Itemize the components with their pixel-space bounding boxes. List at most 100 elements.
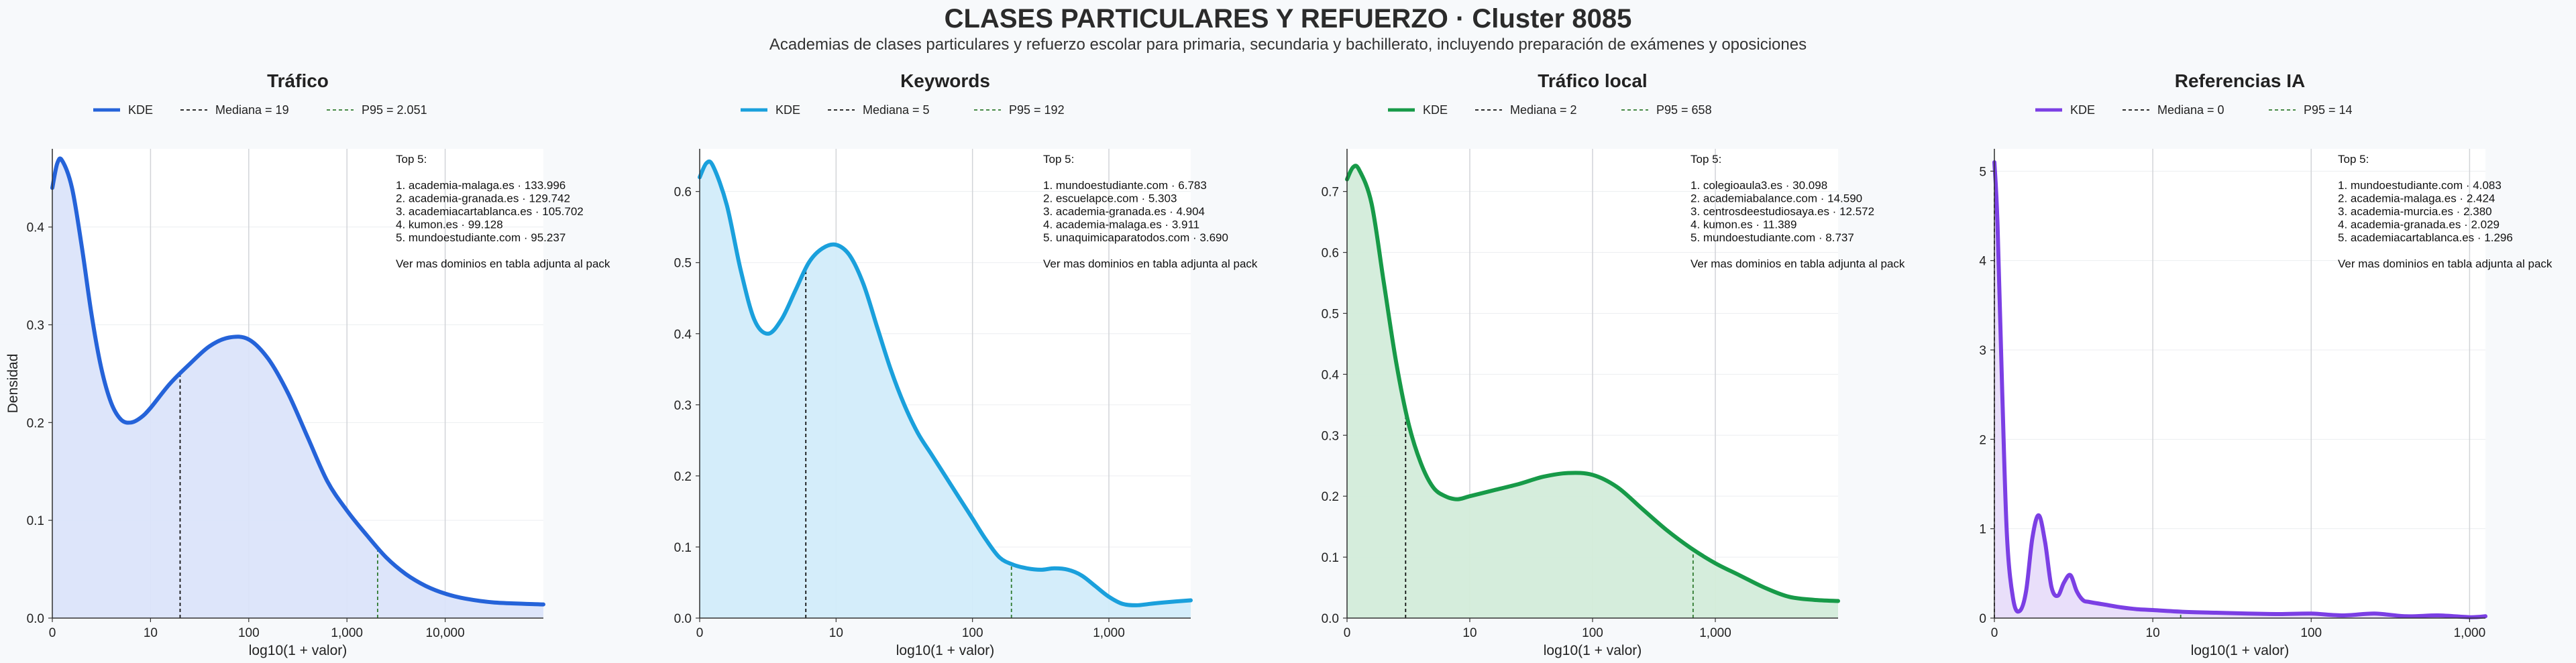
y-tick-label: 0.6 (1322, 247, 1339, 261)
kde-area (1347, 166, 1838, 618)
x-tick-label: 100 (1582, 626, 1603, 640)
chart-title: Referencias IA (2175, 70, 2306, 91)
x-tick-label: 1,000 (2454, 626, 2486, 640)
legend-kde-label: KDE (1423, 103, 1448, 117)
kde-area (700, 161, 1191, 619)
annotation-line: 2. academiabalance.com · 14.590 (1690, 192, 1862, 205)
kde-line (50, 156, 545, 607)
kde-line (1992, 160, 2487, 619)
annotation-line: Ver mas dominios en tabla adjunta al pac… (2338, 257, 2553, 270)
annotation-line: 4. kumon.es · 99.128 (396, 219, 503, 231)
annotation-line: 2. escuelapce.com · 5.303 (1043, 192, 1177, 205)
annotation-line: 3. academia-granada.es · 4.904 (1043, 205, 1205, 218)
y-tick-label: 0.7 (1322, 186, 1339, 200)
annotation-line: 5. mundoestudiante.com · 95.237 (396, 231, 566, 244)
legend-median-label: Mediana = 0 (2157, 103, 2224, 117)
y-tick-label: 0.4 (27, 221, 45, 235)
y-tick-label: 5 (1979, 165, 1986, 179)
y-tick-label: 0.1 (27, 514, 44, 528)
y-axis-label: Densidad (5, 354, 21, 414)
y-tick-label: 0.0 (27, 612, 44, 626)
y-tick-label: 0.1 (674, 541, 692, 555)
y-tick-label: 0.3 (27, 319, 44, 333)
y-tick-label: 0.4 (1322, 368, 1340, 382)
chart-svg: Tráfico local KDE Mediana = 2 P95 = 658 0.0 0… (1322, 70, 1905, 658)
annotation-line: 1. academia-malaga.es · 133.996 (396, 179, 566, 192)
annotation-line: Ver mas dominios en tabla adjunta al pac… (1690, 257, 1905, 270)
y-tick-label: 4 (1979, 255, 1986, 269)
legend-kde-label: KDE (775, 103, 800, 117)
x-axis-label: log10(1 + valor) (1544, 643, 1642, 658)
y-tick-label: 0.2 (674, 470, 692, 484)
y-tick-label: 0.0 (1322, 612, 1339, 626)
chart-panel-referencias-ia: Referencias IA KDE Mediana = 0 P95 = 14 0 1 2 3… (1942, 67, 2552, 658)
chart-panel-keywords: Keywords KDE Mediana = 5 P95 = 192 0.0 0.1 0.2… (647, 67, 1258, 658)
y-tick-label: 0.6 (674, 186, 692, 200)
y-tick-label: 0 (1979, 612, 1986, 626)
annotation-line: 5. unaquimicaparatodos.com · 3.690 (1043, 231, 1228, 244)
annotation-line: 4. academia-granada.es · 2.029 (2338, 219, 2500, 231)
annotation-line: Ver mas dominios en tabla adjunta al pac… (396, 257, 610, 270)
x-tick-label: 0 (49, 626, 56, 640)
top5-annotation: Top 5: 1. academia-malaga.es · 133.9962. … (396, 153, 610, 270)
chart-panel-trafico-local: Tráfico local KDE Mediana = 2 P95 = 658 0.0 0… (1295, 67, 1905, 658)
annotation-line: 3. centrosdeestudiosaya.es · 12.572 (1690, 205, 1874, 218)
legend-kde-label: KDE (2070, 103, 2095, 117)
x-axis-label: log10(1 + valor) (2191, 643, 2290, 658)
legend-median-label: Mediana = 5 (863, 103, 930, 117)
x-tick-label: 1,000 (1699, 626, 1731, 640)
chart-svg: Referencias IA KDE Mediana = 0 P95 = 14 0 1 2 3… (1979, 70, 2552, 658)
x-tick-label: 100 (2300, 626, 2322, 640)
y-tick-label: 1 (1979, 523, 1986, 537)
x-tick-label: 100 (962, 626, 983, 640)
y-tick-label: 2 (1979, 433, 1986, 447)
y-tick-label: 0.1 (1322, 551, 1339, 565)
page-subtitle: Academias de clases particulares y refue… (769, 36, 1807, 54)
y-tick-label: 0.3 (1322, 429, 1339, 443)
kde-line (698, 159, 1193, 607)
legend-median-label: Mediana = 19 (215, 103, 289, 117)
annotation-line: 1. mundoestudiante.com · 4.083 (2338, 179, 2502, 192)
chart-svg: Tráfico KDE Mediana = 19 P95 = 2.051 0.0 0.1 0… (5, 70, 610, 658)
legend-median-label: Mediana = 2 (1510, 103, 1577, 117)
annotation-line: 5. mundoestudiante.com · 8.737 (1690, 231, 1854, 244)
y-tick-label: 0.0 (674, 612, 692, 626)
x-tick-label: 10 (2146, 626, 2160, 640)
annotation-heading: Top 5: (2338, 153, 2369, 166)
chart-svg: Keywords KDE Mediana = 5 P95 = 192 0.0 0.1 0.2… (674, 70, 1258, 658)
annotation-line: 1. mundoestudiante.com · 6.783 (1043, 179, 1207, 192)
x-tick-label: 0 (696, 626, 704, 640)
legend-p95-label: P95 = 14 (2304, 103, 2353, 117)
kde-line (1345, 164, 1840, 603)
annotation-heading: Top 5: (1690, 153, 1721, 166)
plot-background (1994, 149, 2485, 618)
y-tick-label: 0.4 (674, 328, 692, 342)
page-title: CLASES PARTICULARES Y REFUERZO · Cluster… (944, 4, 1632, 34)
x-tick-label: 0 (1991, 626, 1998, 640)
chart-title: Keywords (900, 70, 990, 91)
x-tick-label: 10 (1462, 626, 1477, 640)
annotation-line: 2. academia-malaga.es · 2.424 (2338, 192, 2495, 205)
y-tick-label: 3 (1979, 344, 1986, 358)
annotation-line: 1. colegioaula3.es · 30.098 (1690, 179, 1827, 192)
x-tick-label: 10 (829, 626, 843, 640)
y-tick-label: 0.5 (1322, 307, 1339, 321)
legend-p95-label: P95 = 658 (1656, 103, 1712, 117)
x-tick-label: 0 (1344, 626, 1351, 640)
legend-kde-label: KDE (128, 103, 153, 117)
x-axis-label: log10(1 + valor) (249, 643, 347, 658)
kde-area (1994, 162, 2485, 618)
annotation-line: 4. kumon.es · 11.389 (1690, 219, 1796, 231)
x-tick-label: 10 (144, 626, 158, 640)
y-tick-label: 0.5 (674, 257, 692, 271)
annotation-line: 4. academia-malaga.es · 3.911 (1043, 219, 1199, 231)
annotation-line: 3. academia-murcia.es · 2.380 (2338, 205, 2492, 218)
legend-p95-label: P95 = 2.051 (362, 103, 427, 117)
x-tick-label: 10,000 (426, 626, 465, 640)
annotation-line: 2. academia-granada.es · 129.742 (396, 192, 570, 205)
y-tick-label: 0.2 (1322, 490, 1339, 504)
x-tick-label: 1,000 (1093, 626, 1125, 640)
